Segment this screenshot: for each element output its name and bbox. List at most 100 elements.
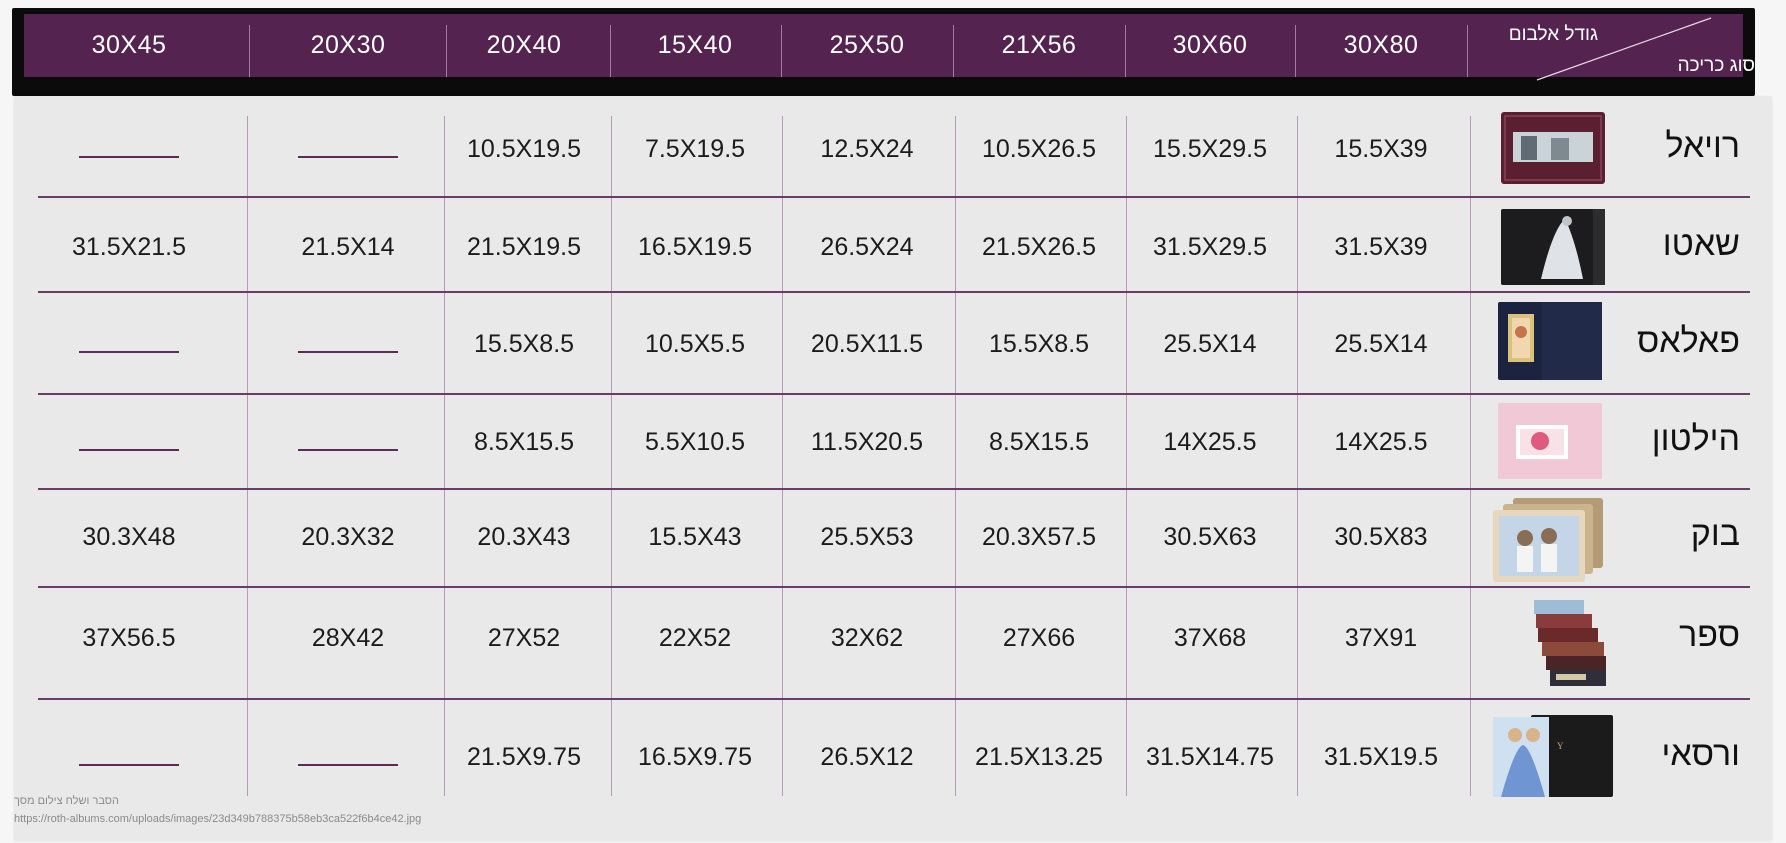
size-value-cell: 15.5X39 [1334, 134, 1428, 163]
cover-type-label: ורסאי [1661, 735, 1740, 773]
caption-text: הסבר ושלח צילום מסך [14, 795, 119, 807]
not-available-dash [79, 351, 179, 353]
chateau-album-icon [1501, 209, 1605, 285]
size-value-cell: 15.5X8.5 [988, 329, 1090, 358]
size-value-cell: 30.3X48 [82, 522, 176, 551]
row-divider [38, 393, 1750, 395]
size-value-cell: 5.5X10.5 [644, 427, 746, 456]
size-value-cell: 31.5X21.5 [72, 232, 186, 261]
size-value-cell: 8.5X15.5 [988, 427, 1090, 456]
cover-type-label: ספר [1679, 616, 1740, 654]
size-value-cell: 14X25.5 [1163, 427, 1257, 456]
column-divider [611, 116, 612, 796]
header-cover-type-label: סוג כריכה [1677, 55, 1755, 76]
size-value-cell: 31.5X19.5 [1324, 742, 1438, 771]
size-value-cell: 37X91 [1344, 623, 1418, 652]
size-value-cell: 26.5X24 [820, 232, 914, 261]
size-value-cell: 16.5X19.5 [638, 232, 752, 261]
image-caption: הסבר ושלח צילום מסך https://roth-albums.… [14, 792, 514, 828]
caption-url: https://roth-albums.com/uploads/images/2… [14, 813, 422, 825]
header-separator [1125, 25, 1126, 77]
header-size-15x40: 15X40 [657, 31, 733, 59]
size-value-cell: 10.5X5.5 [644, 329, 746, 358]
header-size-30x60: 30X60 [1172, 31, 1248, 59]
size-value-cell: 20.3X57.5 [982, 522, 1096, 551]
size-value-cell: 7.5X19.5 [644, 134, 746, 163]
not-available-dash [298, 351, 398, 353]
size-value-cell: 20.3X43 [477, 522, 571, 551]
header-size-30x80: 30X80 [1343, 31, 1419, 59]
cover-type-label: בוק [1690, 515, 1740, 553]
not-available-dash [79, 764, 179, 766]
size-value-cell: 20.5X11.5 [810, 329, 924, 358]
size-value-cell: 21.5X19.5 [467, 232, 581, 261]
cover-type-label: הילטון [1651, 420, 1740, 458]
size-value-cell: 11.5X20.5 [810, 427, 924, 456]
stacked-books-icon [1512, 598, 1608, 690]
size-value-cell: 15.5X8.5 [473, 329, 575, 358]
table-body [14, 96, 1772, 840]
column-divider [1470, 116, 1471, 796]
size-value-cell: 25.5X14 [1163, 329, 1257, 358]
not-available-dash [79, 156, 179, 158]
versailles-album-icon: Y [1493, 713, 1613, 799]
palace-album-icon [1498, 302, 1602, 380]
size-value-cell: 14X25.5 [1334, 427, 1428, 456]
header-separator [953, 25, 954, 77]
table-header [24, 14, 1743, 77]
header-separator [446, 25, 447, 77]
size-value-cell: 21.5X9.75 [467, 742, 581, 771]
size-value-cell: 37X56.5 [82, 623, 176, 652]
size-value-cell: 10.5X19.5 [467, 134, 581, 163]
not-available-dash [298, 764, 398, 766]
svg-text:Y: Y [1557, 741, 1564, 751]
row-divider [38, 586, 1750, 588]
size-value-cell: 27X66 [1002, 623, 1076, 652]
header-separator [781, 25, 782, 77]
row-divider [38, 291, 1750, 293]
size-value-cell: 25.5X53 [820, 522, 914, 551]
not-available-dash [79, 449, 179, 451]
header-separator [1295, 25, 1296, 77]
not-available-dash [298, 449, 398, 451]
size-value-cell: 15.5X43 [648, 522, 742, 551]
header-album-size-label: גודל אלבום [1508, 24, 1598, 45]
size-value-cell: 27X52 [487, 623, 561, 652]
size-value-cell: 31.5X29.5 [1153, 232, 1267, 261]
column-divider [1297, 116, 1298, 796]
header-size-20x30: 20X30 [310, 31, 386, 59]
book-album-icon [1493, 498, 1605, 582]
size-value-cell: 16.5X9.75 [638, 742, 752, 771]
column-divider [247, 116, 248, 796]
size-value-cell: 30.5X83 [1334, 522, 1428, 551]
cover-type-label: רויאל [1665, 127, 1740, 165]
size-value-cell: 37X68 [1173, 623, 1247, 652]
row-divider [38, 698, 1750, 700]
royal-album-icon [1501, 110, 1605, 186]
header-size-20x40: 20X40 [486, 31, 562, 59]
column-divider [782, 116, 783, 796]
size-value-cell: 10.5X26.5 [982, 134, 1096, 163]
not-available-dash [298, 156, 398, 158]
size-value-cell: 15.5X29.5 [1153, 134, 1267, 163]
column-divider [444, 116, 445, 796]
size-value-cell: 22X52 [658, 623, 732, 652]
size-value-cell: 31.5X39 [1334, 232, 1428, 261]
size-value-cell: 26.5X12 [820, 742, 914, 771]
size-value-cell: 28X42 [311, 623, 385, 652]
row-divider [38, 196, 1750, 198]
size-value-cell: 8.5X15.5 [473, 427, 575, 456]
header-corner-diagonal [1536, 17, 1712, 81]
size-value-cell: 32X62 [830, 623, 904, 652]
header-separator [249, 25, 250, 77]
header-size-21x56: 21X56 [1001, 31, 1077, 59]
cover-type-label: שאטו [1662, 225, 1740, 263]
header-separator [1467, 25, 1468, 77]
header-separator [610, 25, 611, 77]
hilton-album-icon [1498, 403, 1602, 479]
size-value-cell: 21.5X14 [301, 232, 395, 261]
size-value-cell: 25.5X14 [1334, 329, 1428, 358]
column-divider [1126, 116, 1127, 796]
row-divider [38, 488, 1750, 490]
cover-type-label: פאלאס [1636, 322, 1740, 360]
